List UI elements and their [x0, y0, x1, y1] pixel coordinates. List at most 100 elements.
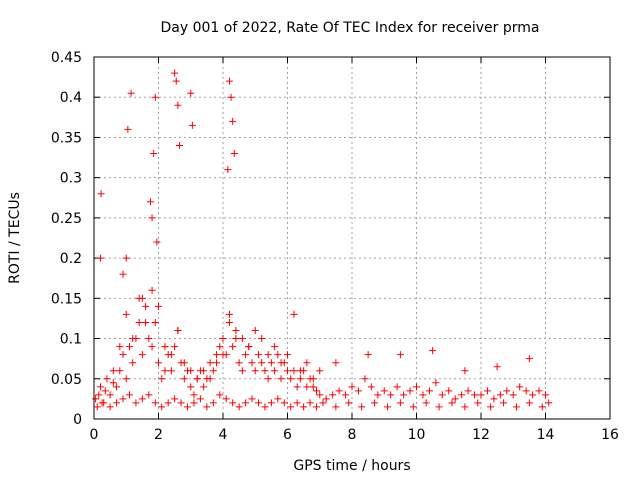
data-point — [261, 367, 269, 375]
data-point — [406, 387, 414, 395]
data-point — [132, 399, 140, 407]
data-point — [396, 399, 404, 407]
y-tick-label: 0.35 — [51, 130, 82, 146]
data-point — [174, 327, 182, 335]
data-point — [422, 399, 430, 407]
y-axis-label: ROTI / TECUs — [7, 192, 23, 284]
data-point — [225, 310, 233, 318]
data-point — [461, 403, 469, 411]
data-point — [493, 363, 501, 371]
data-point — [287, 375, 295, 383]
data-point — [348, 383, 356, 391]
data-point — [172, 77, 180, 85]
data-point — [219, 351, 227, 359]
data-point — [122, 310, 130, 318]
data-point — [125, 391, 133, 399]
data-point — [109, 367, 117, 375]
data-point — [177, 399, 185, 407]
data-point — [188, 121, 196, 129]
data-point — [264, 351, 272, 359]
data-point — [225, 77, 233, 85]
data-point — [267, 399, 275, 407]
x-tick-label: 12 — [472, 427, 490, 443]
data-point — [184, 403, 192, 411]
data-point — [296, 375, 304, 383]
data-point — [167, 351, 175, 359]
x-tick-label: 16 — [601, 427, 619, 443]
data-point — [332, 359, 340, 367]
data-point — [461, 367, 469, 375]
data-point — [419, 391, 427, 399]
data-point — [345, 399, 353, 407]
data-point — [274, 351, 282, 359]
data-point — [190, 391, 198, 399]
data-point — [471, 391, 479, 399]
data-point — [525, 355, 533, 363]
data-point — [248, 395, 256, 403]
x-axis-label: GPS time / hours — [293, 458, 410, 474]
data-point — [500, 399, 508, 407]
data-point — [267, 359, 275, 367]
data-point — [522, 387, 530, 395]
data-point — [138, 351, 146, 359]
y-tick-label: 0.45 — [51, 50, 82, 66]
data-points — [92, 69, 553, 411]
data-point — [303, 383, 311, 391]
data-point — [151, 399, 159, 407]
data-point — [535, 387, 543, 395]
data-point — [432, 379, 440, 387]
data-point — [435, 403, 443, 411]
data-point — [271, 367, 279, 375]
data-point — [150, 150, 158, 158]
axis-ticks: 0 2 4 6 8 10 12 14 16 0 0.05 0.1 0.15 0.2 0.25 0.3 0.35 0… — [51, 50, 619, 443]
data-point — [158, 375, 166, 383]
data-point — [254, 399, 262, 407]
data-point — [146, 198, 154, 206]
data-point — [277, 359, 285, 367]
y-tick-label: 0.4 — [60, 90, 82, 106]
data-point — [490, 395, 498, 403]
data-point — [483, 387, 491, 395]
data-point — [122, 254, 130, 262]
data-point — [229, 399, 237, 407]
data-point — [213, 351, 221, 359]
data-point — [138, 294, 146, 302]
data-point — [367, 383, 375, 391]
data-point — [380, 387, 388, 395]
y-tick-label: 0.05 — [51, 372, 82, 388]
x-tick-label: 2 — [154, 427, 163, 443]
data-point — [458, 391, 466, 399]
data-point — [93, 403, 101, 411]
data-point — [335, 387, 343, 395]
data-point — [124, 125, 132, 133]
data-point — [313, 387, 321, 395]
y-tick-label: 0.15 — [51, 291, 82, 307]
data-point — [503, 387, 511, 395]
data-point — [190, 399, 198, 407]
data-point — [135, 318, 143, 326]
data-point — [545, 399, 553, 407]
data-point — [529, 391, 537, 399]
data-point — [258, 359, 266, 367]
data-point — [119, 270, 127, 278]
x-tick-label: 4 — [219, 427, 228, 443]
data-point — [200, 383, 208, 391]
data-point — [413, 383, 420, 391]
data-point — [171, 395, 179, 403]
data-point — [329, 391, 337, 399]
data-point — [145, 391, 153, 399]
data-point — [525, 399, 533, 407]
data-point — [429, 347, 437, 355]
data-point — [309, 383, 317, 391]
data-point — [148, 343, 156, 351]
data-point — [216, 343, 224, 351]
data-point — [158, 403, 166, 411]
data-point — [306, 399, 314, 407]
data-point — [258, 335, 266, 343]
data-point — [227, 93, 235, 101]
data-point — [516, 383, 524, 391]
data-point — [203, 403, 211, 411]
data-point — [193, 375, 201, 383]
data-point — [171, 343, 179, 351]
data-point — [213, 359, 221, 367]
